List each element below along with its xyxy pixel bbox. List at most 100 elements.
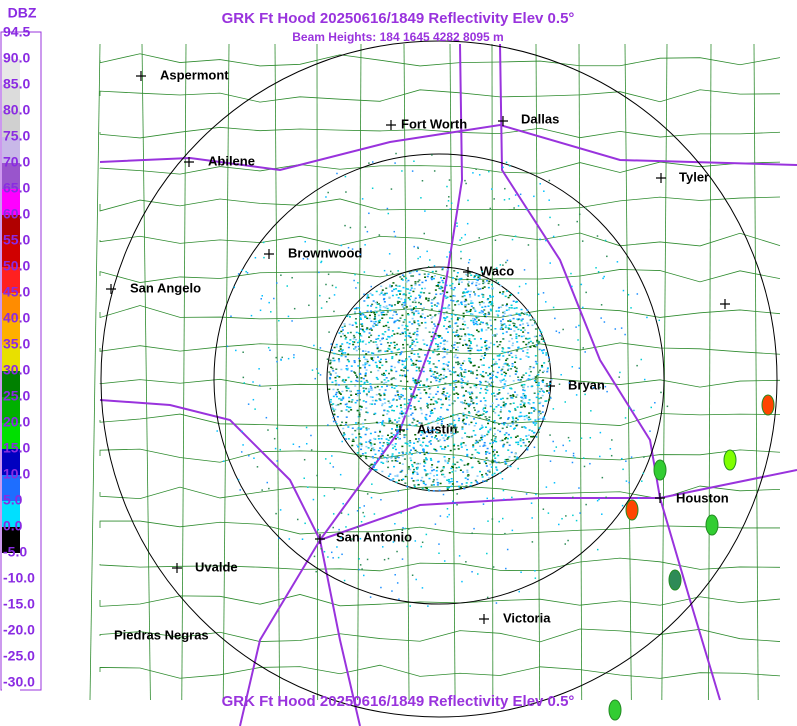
echo-pixel xyxy=(276,360,278,363)
echo-pixel xyxy=(460,281,463,283)
echo-pixel xyxy=(417,280,420,283)
echo-pixel xyxy=(470,347,473,350)
echo-pixel xyxy=(502,338,505,340)
highway xyxy=(99,123,797,172)
echo-pixel xyxy=(606,255,608,258)
echo-pixel xyxy=(399,333,402,335)
echo-pixel xyxy=(546,369,549,371)
echo-pixel xyxy=(461,483,464,485)
echo-pixel xyxy=(490,303,493,306)
echo-pixel xyxy=(475,422,478,425)
echo-pixel xyxy=(509,403,512,405)
echo-pixel xyxy=(439,482,442,485)
echo-pixel xyxy=(441,368,444,370)
echo-pixel xyxy=(340,354,343,357)
echo-pixel xyxy=(567,539,569,542)
echo-pixel xyxy=(410,449,413,451)
echo-pixel xyxy=(533,410,536,412)
echo-pixel xyxy=(440,420,443,423)
echo-pixel xyxy=(398,432,401,434)
echo-pixel xyxy=(491,374,494,377)
echo-pixel xyxy=(468,436,471,438)
echo-pixel xyxy=(503,443,506,446)
echo-pixel xyxy=(408,355,411,358)
legend-unit: DBZ xyxy=(8,5,37,21)
echo-pixel xyxy=(370,311,373,314)
echo-pixel xyxy=(385,324,388,327)
echo-pixel xyxy=(503,433,506,436)
echo-pixel xyxy=(365,457,368,460)
echo-pixel xyxy=(466,274,469,276)
echo-pixel xyxy=(382,374,385,377)
echo-pixel xyxy=(414,344,417,347)
echo-pixel xyxy=(247,403,250,405)
echo-pixel xyxy=(371,403,374,405)
echo-pixel xyxy=(498,344,501,346)
echo-pixel xyxy=(423,307,426,309)
echo-pixel xyxy=(402,478,405,481)
echo-pixel xyxy=(480,427,483,429)
echo-pixel xyxy=(381,364,384,367)
echo-pixel xyxy=(457,349,460,352)
echo-pixel xyxy=(507,417,510,419)
storm-cell xyxy=(705,514,719,536)
legend-swatch xyxy=(2,501,20,527)
echo-pixel xyxy=(542,352,545,354)
echo-pixel xyxy=(342,378,345,381)
echo-pixel xyxy=(436,422,439,425)
echo-pixel xyxy=(388,421,391,423)
echo-pixel xyxy=(454,425,457,427)
echo-pixel xyxy=(401,394,404,397)
subtitle: Beam Heights: 184 1645 4282 8095 m xyxy=(292,30,503,44)
echo-pixel xyxy=(398,398,401,400)
echo-pixel xyxy=(509,319,512,321)
echo-pixel xyxy=(508,324,511,326)
echo-pixel xyxy=(505,325,508,327)
echo-pixel xyxy=(391,334,394,337)
echo-pixel xyxy=(355,287,357,289)
echo-pixel xyxy=(443,350,446,353)
echo-pixel xyxy=(540,331,543,334)
echo-pixel xyxy=(491,287,494,289)
echo-pixel xyxy=(361,568,363,570)
echo-pixel xyxy=(487,286,490,289)
echo-pixel xyxy=(386,321,389,324)
echo-pixel xyxy=(393,445,396,448)
echo-pixel xyxy=(371,396,374,398)
echo-pixel xyxy=(472,402,475,404)
echo-pixel xyxy=(589,436,592,439)
echo-pixel xyxy=(347,406,350,409)
echo-pixel xyxy=(446,409,449,411)
echo-pixel xyxy=(386,410,389,412)
echo-pixel xyxy=(515,367,518,370)
echo-pixel xyxy=(419,444,422,446)
echo-pixel xyxy=(516,394,519,396)
echo-pixel xyxy=(356,452,359,454)
echo-pixel xyxy=(305,426,308,429)
echo-pixel xyxy=(506,424,509,426)
echo-pixel xyxy=(440,470,443,473)
echo-pixel xyxy=(444,295,447,297)
echo-pixel xyxy=(502,387,505,389)
echo-pixel xyxy=(448,458,451,460)
echo-pixel xyxy=(403,307,406,309)
echo-pixel xyxy=(499,340,502,343)
echo-pixel xyxy=(401,415,404,418)
echo-pixel xyxy=(470,415,473,417)
echo-pixel xyxy=(416,330,419,333)
echo-pixel xyxy=(431,412,434,414)
echo-pixel xyxy=(268,301,270,304)
echo-pixel xyxy=(275,512,277,515)
echo-pixel xyxy=(402,452,405,454)
echo-pixel xyxy=(278,537,280,540)
echo-pixel xyxy=(473,527,475,530)
echo-pixel xyxy=(358,389,361,392)
echo-pixel xyxy=(425,297,428,299)
legend-swatch xyxy=(2,397,20,423)
echo-pixel xyxy=(344,352,347,354)
echo-pixel xyxy=(400,351,403,353)
echo-pixel xyxy=(353,341,356,343)
echo-pixel xyxy=(389,437,392,439)
echo-pixel xyxy=(466,471,469,473)
legend-swatch xyxy=(2,111,20,137)
